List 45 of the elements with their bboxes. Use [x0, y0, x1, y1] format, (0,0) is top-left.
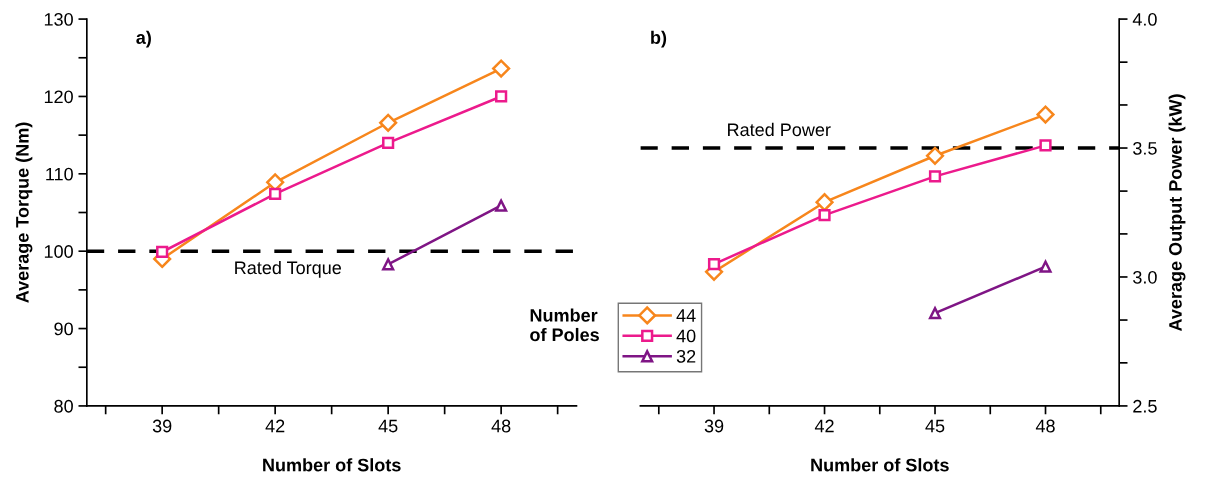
- ref-line-label: Rated Power: [728, 122, 831, 137]
- y-tick-label: 120: [44, 90, 73, 104]
- y-tick-label: 3.0: [1133, 270, 1157, 284]
- x-axis-title: Number of Slots: [263, 458, 401, 472]
- point: [928, 170, 942, 183]
- y-tick-label: 130: [44, 13, 73, 26]
- y-tick-label: 110: [46, 167, 73, 181]
- point: [1036, 105, 1055, 124]
- legend-label: 40: [676, 329, 696, 343]
- point: [495, 90, 508, 103]
- y-tick-label: 4.0: [1132, 13, 1157, 26]
- point: [495, 199, 508, 212]
- legend-title: Number of Poles: [530, 308, 599, 342]
- y-tick-label: 3.5: [1133, 141, 1157, 155]
- x-tick-label: 42: [265, 419, 285, 433]
- x-tick-label: 48: [491, 419, 511, 433]
- point: [707, 257, 721, 271]
- text: a): [136, 30, 151, 48]
- x-tick-label: 45: [925, 419, 945, 433]
- point: [492, 59, 511, 78]
- point: [1039, 260, 1052, 273]
- point: [925, 146, 945, 165]
- y-tick-label: 80: [54, 399, 73, 413]
- point: [269, 187, 282, 201]
- text: b): [651, 30, 667, 48]
- ref-line-label: Rated Torque: [235, 260, 341, 278]
- point: [382, 136, 395, 149]
- point: [818, 208, 831, 222]
- y-axis-title: Average Output Power (kW): [1168, 94, 1186, 332]
- legend-label: 44: [676, 309, 696, 322]
- x-tick-label: 39: [152, 419, 172, 433]
- point: [928, 306, 942, 320]
- x-tick-label: 42: [814, 419, 834, 433]
- x-tick-label: 45: [378, 419, 398, 433]
- x-axis-title: Number of Slots: [811, 458, 949, 472]
- point: [1039, 139, 1052, 152]
- y-tick-label: 2.5: [1133, 399, 1157, 413]
- x-tick-label: 48: [1035, 419, 1055, 433]
- point: [379, 113, 398, 132]
- legend-label: 32: [676, 349, 696, 363]
- x-tick-label: 39: [704, 419, 724, 433]
- y-axis-title: Average Torque (Nm): [15, 122, 33, 303]
- y-tick-label: 90: [54, 322, 73, 336]
- point: [156, 245, 169, 259]
- y-tick-label: 100: [44, 245, 73, 258]
